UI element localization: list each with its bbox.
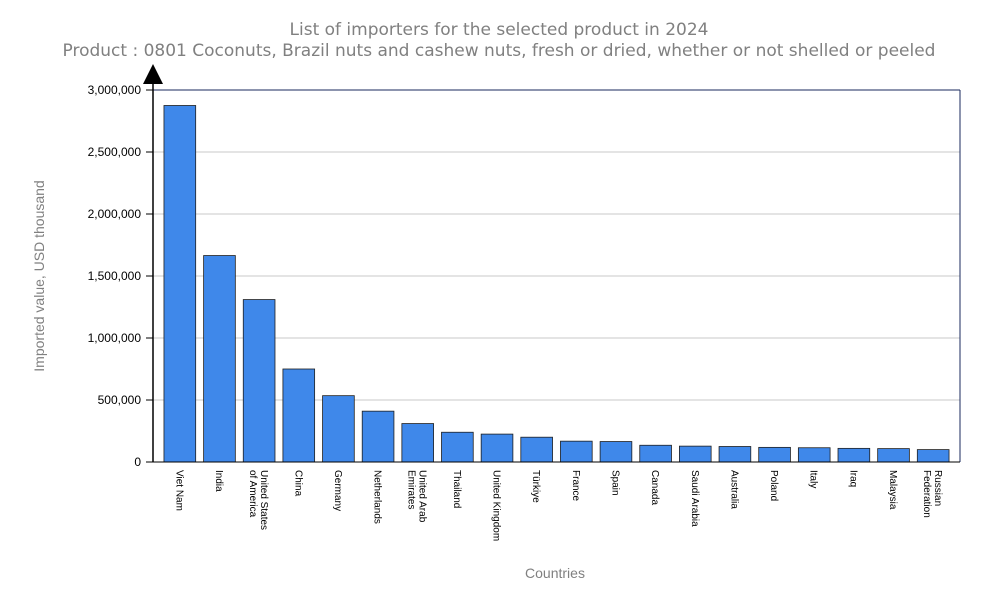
- y-tick-label: 1,500,000: [88, 269, 142, 283]
- bar[interactable]: [758, 446, 791, 463]
- x-tick-label: Thailand: [451, 470, 462, 508]
- bar[interactable]: [599, 441, 633, 463]
- x-tick-label: Netherlands: [372, 470, 383, 524]
- x-tick-label-line: Germany: [332, 470, 343, 511]
- bar[interactable]: [401, 423, 434, 463]
- y-axis-title: Imported value, USD thousand: [31, 180, 47, 371]
- axes: [143, 64, 961, 463]
- bar[interactable]: [718, 446, 752, 463]
- x-tick-label-line: United Kingdom: [491, 470, 502, 541]
- x-tick-label-line: Australia: [728, 470, 739, 509]
- y-tick-label: 1,000,000: [88, 331, 142, 345]
- bar[interactable]: [480, 433, 514, 463]
- x-tick-label: Saudi Arabia: [689, 470, 700, 527]
- y-tick-labels: 0 500,000 1,000,000 1,500,000 2,000,000 2,500…: [88, 83, 142, 469]
- x-tick-label: India: [213, 470, 224, 492]
- bar[interactable]: [203, 255, 236, 463]
- bars: [163, 105, 950, 463]
- x-tick-label-line: Emirates: [406, 470, 417, 509]
- bar[interactable]: [837, 447, 871, 463]
- x-tick-label: Poland: [768, 470, 779, 501]
- bar[interactable]: [877, 448, 910, 463]
- bar[interactable]: [361, 410, 395, 463]
- x-tick-label-line: Poland: [768, 470, 779, 501]
- x-tick-label: Australia: [728, 470, 739, 509]
- x-tick-label-line: Malaysia: [887, 470, 898, 510]
- x-tick-label-line: Russian: [932, 470, 943, 506]
- x-axis-title: Countries: [525, 565, 585, 581]
- x-tick-label: Türkiye: [530, 470, 541, 503]
- x-tick-label-line: Iraq: [847, 470, 858, 487]
- x-tick-label-line: Canada: [649, 470, 660, 505]
- bar[interactable]: [679, 445, 712, 463]
- x-tick-label-line: India: [213, 470, 224, 492]
- bar[interactable]: [639, 444, 672, 463]
- x-tick-label-line: Viet Nam: [173, 470, 184, 511]
- x-tick-label: France: [570, 470, 581, 502]
- chart-title: List of importers for the selected produ…: [290, 20, 709, 40]
- bar[interactable]: [163, 105, 197, 463]
- x-tick-label: Malaysia: [887, 470, 898, 510]
- x-tick-label: Viet Nam: [173, 470, 184, 511]
- bar[interactable]: [520, 436, 553, 463]
- bar[interactable]: [441, 431, 474, 463]
- x-tick-label-line: Federation: [921, 470, 932, 518]
- bar[interactable]: [560, 440, 593, 463]
- x-tick-label-line: Türkiye: [530, 470, 541, 503]
- y-tick-label: 3,000,000: [88, 83, 142, 97]
- gridlines: [153, 151, 960, 401]
- bar[interactable]: [322, 395, 355, 463]
- y-tick-label: 500,000: [98, 393, 142, 407]
- x-tick-label-line: United Arab: [417, 470, 428, 523]
- x-tick-label-line: China: [292, 470, 303, 497]
- x-tick-label-line: Netherlands: [372, 470, 383, 524]
- y-axis-arrow-icon: [143, 64, 163, 84]
- x-tick-label: Iraq: [847, 470, 858, 487]
- y-tick-label: 2,500,000: [88, 145, 142, 159]
- bar[interactable]: [916, 449, 950, 463]
- x-tick-label: China: [292, 470, 303, 497]
- x-tick-label: United Kingdom: [491, 470, 502, 541]
- x-tick-label-line: Spain: [609, 470, 620, 496]
- x-tick-label: Italy: [808, 470, 819, 488]
- x-tick-label-line: France: [570, 470, 581, 502]
- x-tick-label-line: United States: [258, 470, 269, 530]
- x-tick-label: Canada: [649, 470, 660, 505]
- x-tick-label-line: Saudi Arabia: [689, 470, 700, 527]
- x-tick-label-line: Italy: [808, 470, 819, 488]
- x-tick-label-line: Thailand: [451, 470, 462, 508]
- x-tick-label: Germany: [332, 470, 343, 511]
- bar[interactable]: [797, 447, 831, 463]
- chart-subtitle: Product : 0801 Coconuts, Brazil nuts and…: [63, 41, 936, 61]
- x-tick-label-line: of America: [247, 470, 258, 518]
- bar[interactable]: [242, 299, 276, 463]
- x-tick-label: Spain: [609, 470, 620, 496]
- bar[interactable]: [282, 368, 316, 463]
- y-tick-label: 0: [134, 455, 141, 469]
- y-tick-label: 2,000,000: [88, 207, 142, 221]
